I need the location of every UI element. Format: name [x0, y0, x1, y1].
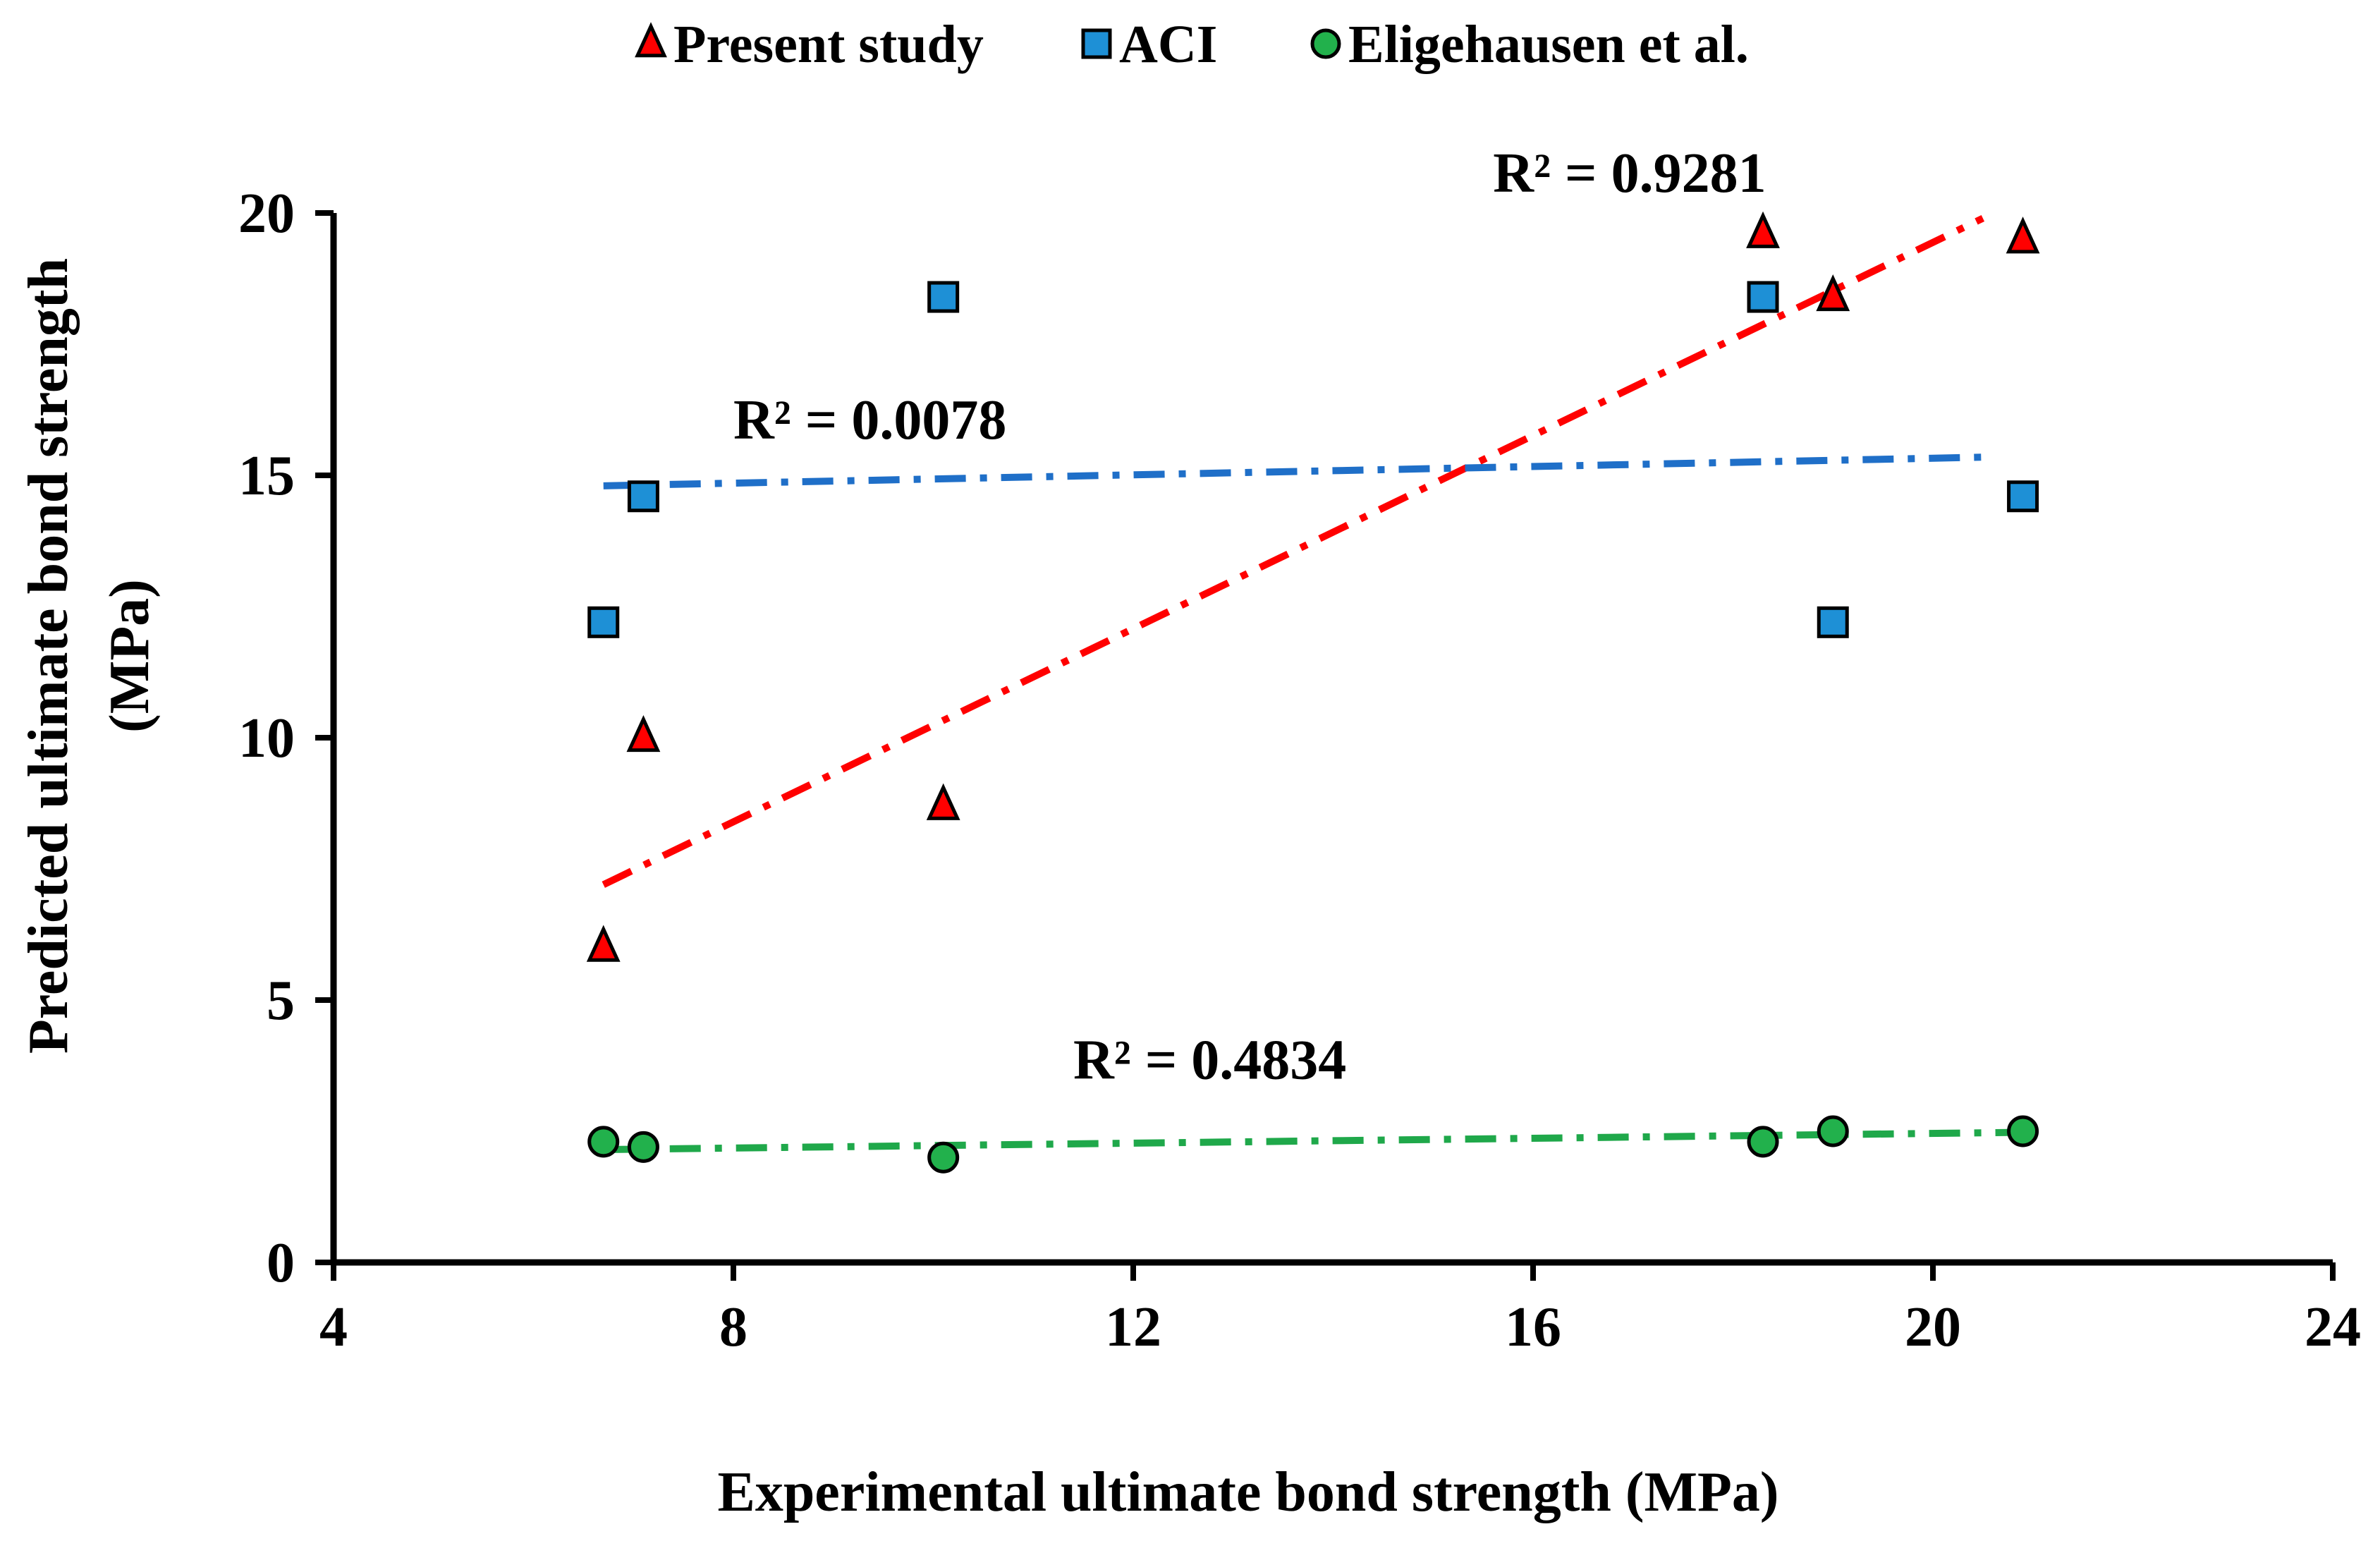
legend-marker-aci: [1081, 28, 1112, 59]
data-point-aci: [927, 281, 960, 313]
y-tick-label: 10: [238, 707, 295, 769]
x-tick-label: 20: [1905, 1296, 1961, 1358]
data-point-aci: [1747, 281, 1779, 313]
y-tick-label: 15: [238, 445, 295, 507]
y-axis-title-line-2: (MPa): [99, 579, 161, 733]
r-squared-label-eligehausen-et-al: R² = 0.4834: [1073, 1030, 1346, 1092]
axes-layer: [315, 210, 2336, 1281]
data-point-present-study: [1746, 211, 1780, 248]
trendline-present-study: [602, 214, 1985, 888]
data-point-present-study: [1816, 274, 1850, 312]
legend-item-aci: ACI: [1081, 15, 1217, 74]
data-point-aci: [1817, 606, 1849, 638]
data-point-aci: [2007, 480, 2039, 513]
axis-titles-layer: Experimental ultimate bond strength (MPa…: [18, 258, 1779, 1523]
legend-label-present-study: Present study: [673, 15, 984, 74]
x-tick-label: 12: [1105, 1296, 1161, 1358]
r-squared-label-present-study: R² = 0.9281: [1493, 142, 1766, 205]
legend-marker-present-study: [635, 22, 667, 58]
x-axis-title: Experimental ultimate bond strength (MPa…: [717, 1461, 1778, 1523]
data-point-present-study: [2006, 217, 2040, 254]
r-squared-labels-layer: R² = 0.9281 R² = 0.0078 R² = 0.4834: [733, 142, 1766, 1091]
data-point-present-study: [926, 783, 960, 820]
data-point-aci: [587, 606, 620, 638]
trendline-eligehausen-et-al: [603, 1128, 2023, 1154]
data-point-eligehausen-et-al: [1747, 1126, 1779, 1158]
x-tick-label: 16: [1505, 1296, 1561, 1358]
y-tick-label: 20: [238, 183, 295, 245]
data-point-eligehausen-et-al: [2007, 1115, 2039, 1147]
legend-label-eligehausen-et-al: Eligehausen et al.: [1348, 15, 1749, 74]
y-tick-label: 5: [267, 970, 295, 1032]
legend-label-aci: ACI: [1119, 15, 1217, 74]
legend: Present study ACI Eligehausen et al.: [635, 15, 1749, 74]
x-tick-label: 8: [719, 1296, 747, 1358]
data-points-layer: [586, 211, 2040, 1174]
legend-item-eligehausen-et-al: Eligehausen et al.: [1310, 15, 1749, 74]
data-point-eligehausen-et-al: [627, 1131, 659, 1163]
data-point-present-study: [586, 925, 621, 962]
x-tick-label: 4: [319, 1296, 348, 1358]
data-point-eligehausen-et-al: [1817, 1115, 1849, 1147]
r-squared-label-aci: R² = 0.0078: [733, 389, 1006, 451]
legend-marker-eligehausen-et-al: [1310, 28, 1341, 59]
data-point-aci: [627, 480, 659, 513]
y-tick-label: 0: [267, 1232, 295, 1294]
tick-labels-layer: 4 8 12 16 20 24 0 5 10 15 20: [238, 183, 2361, 1358]
x-tick-label: 24: [2305, 1296, 2361, 1358]
data-point-eligehausen-et-al: [927, 1141, 960, 1174]
legend-item-present-study: Present study: [635, 15, 984, 74]
data-point-eligehausen-et-al: [587, 1126, 620, 1158]
trendlines-layer: [602, 214, 2023, 1154]
trendline-aci: [603, 453, 1994, 489]
y-axis-title-line-1: Predicted ultimate bond strength: [18, 258, 80, 1054]
data-point-present-study: [626, 714, 661, 753]
